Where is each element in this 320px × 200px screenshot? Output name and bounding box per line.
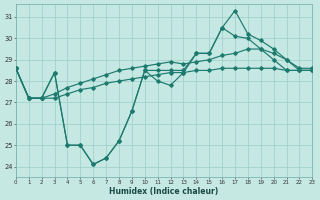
- X-axis label: Humidex (Indice chaleur): Humidex (Indice chaleur): [109, 187, 219, 196]
